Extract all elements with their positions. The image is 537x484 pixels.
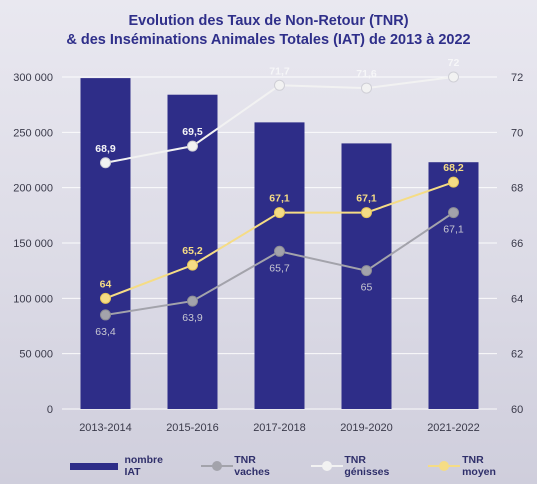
chart-title-line-2: & des Inséminations Animales Totales (IA…: [66, 32, 471, 48]
right-axis-tick-label: 70: [511, 127, 523, 139]
chart-title-line-1: Evolution des Taux de Non-Retour (TNR): [128, 13, 409, 29]
point-tnr-genisses: [187, 140, 198, 152]
bar-nombre-iat: [254, 122, 305, 409]
chart-legend: nombre IAT TNR vaches TNR génisses TNR m…: [70, 454, 537, 478]
left-axis-tick-label: 100 000: [13, 293, 53, 305]
left-axis-tick-label: 50 000: [19, 349, 53, 361]
left-axis-tick-label: 250 000: [13, 127, 53, 139]
point-tnr-moyen: [274, 207, 285, 219]
data-label-tnr-genisses: 72: [448, 57, 460, 69]
point-tnr-moyen: [187, 259, 198, 271]
right-axis-tick-label: 62: [511, 349, 523, 361]
right-axis-tick-label: 68: [511, 183, 523, 195]
bar-nombre-iat: [80, 78, 131, 410]
data-label-tnr-moyen: 65,2: [182, 245, 203, 257]
bar-nombre-iat: [428, 162, 479, 409]
point-tnr-vaches: [100, 309, 111, 321]
point-tnr-moyen: [448, 176, 459, 188]
data-label-tnr-moyen: 68,2: [443, 162, 464, 174]
x-axis-tick-label: 2017-2018: [253, 422, 306, 434]
point-tnr-vaches: [448, 207, 459, 219]
legend-swatch-tnr-vaches: [200, 460, 233, 472]
legend-swatch-tnr-moyen: [428, 460, 461, 472]
point-tnr-genisses: [274, 79, 285, 91]
legend-item-tnr-vaches: TNR vaches: [200, 454, 283, 478]
legend-item-tnr-genisses: TNR génisses: [310, 454, 401, 478]
data-label-tnr-moyen: 67,1: [269, 193, 290, 205]
data-label-tnr-moyen: 67,1: [356, 193, 377, 205]
x-axis-tick-label: 2021-2022: [427, 422, 480, 434]
data-label-tnr-vaches: 67,1: [443, 224, 464, 236]
chart-title: Evolution des Taux de Non-Retour (TNR) &…: [0, 12, 537, 50]
right-axis-tick-label: 64: [511, 293, 523, 305]
right-axis-tick-label: 66: [511, 238, 523, 250]
left-axis-tick-label: 150 000: [13, 238, 53, 250]
point-tnr-genisses: [448, 71, 459, 83]
right-axis-tick-label: 72: [511, 72, 523, 84]
legend-item-tnr-moyen: TNR moyen: [428, 454, 509, 478]
point-tnr-vaches: [361, 265, 372, 277]
point-tnr-moyen: [361, 207, 372, 219]
data-label-tnr-genisses: 71,7: [269, 65, 290, 77]
data-label-tnr-vaches: 63,4: [95, 326, 116, 338]
legend-swatch-tnr-genisses: [310, 460, 343, 472]
point-tnr-vaches: [187, 295, 198, 307]
point-tnr-vaches: [274, 245, 285, 257]
left-axis-tick-label: 0: [47, 404, 53, 416]
point-tnr-moyen: [100, 292, 111, 304]
data-label-tnr-vaches: 65,7: [269, 262, 290, 274]
bar-nombre-iat: [341, 143, 392, 409]
legend-label-tnr-vaches: TNR vaches: [234, 454, 270, 478]
legend-label-tnr-moyen: TNR moyen: [462, 454, 496, 478]
left-axis-tick-label: 300 000: [13, 72, 53, 84]
legend-item-nombre-iat: nombre IAT: [70, 454, 173, 478]
data-label-tnr-moyen: 64: [100, 278, 112, 290]
combo-chart: 0 50 000 100 000 150 000 200 000 250 000 300 0…: [13, 57, 524, 434]
right-axis-tick-label: 60: [511, 404, 523, 416]
legend-label-nombre-iat: nombre IAT: [124, 454, 163, 478]
legend-swatch-nombre-iat: [70, 462, 119, 470]
data-label-tnr-genisses: 71,6: [356, 68, 377, 80]
point-tnr-genisses: [361, 82, 372, 94]
legend-label-tnr-genisses: TNR génisses: [344, 454, 390, 478]
x-axis-tick-label: 2015-2016: [166, 422, 219, 434]
data-label-tnr-genisses: 69,5: [182, 126, 203, 138]
data-label-tnr-genisses: 68,9: [95, 143, 116, 155]
data-label-tnr-vaches: 65: [361, 282, 373, 294]
x-axis-tick-label: 2019-2020: [340, 422, 393, 434]
data-label-tnr-vaches: 63,9: [182, 312, 203, 324]
left-axis-tick-label: 200 000: [13, 183, 53, 195]
point-tnr-genisses: [100, 157, 111, 169]
x-axis-tick-label: 2013-2014: [79, 422, 132, 434]
